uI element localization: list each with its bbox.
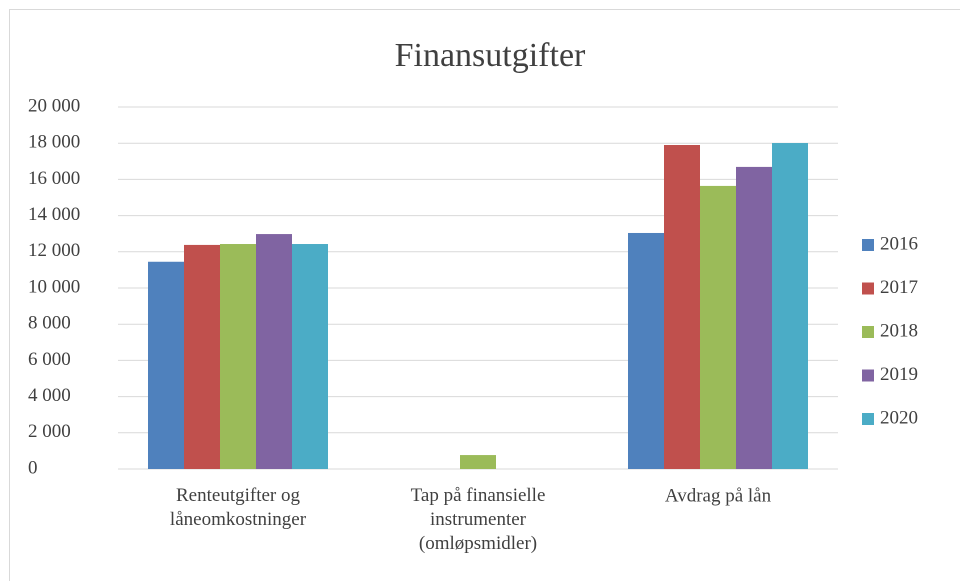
y-tick-label: 4 000 [28,385,71,406]
bar [220,244,256,469]
bar [628,232,664,469]
bar [736,166,772,469]
y-tick-label: 14 000 [28,204,80,225]
legend-swatch [862,326,874,338]
legend-swatch [862,369,874,382]
y-tick-label: 16 000 [28,168,80,189]
legend-label: 2018 [880,320,918,341]
legend-label: 2016 [880,233,918,254]
y-tick-label: 0 [28,457,38,478]
legend-swatch [862,413,874,425]
bar [772,143,808,470]
y-tick-label: 8 000 [28,313,71,334]
chart-title: Finansutgifter [395,37,586,74]
y-tick-label: 18 000 [28,132,80,153]
x-tick-label: Renteutgifter og låneomkostninger [170,485,307,530]
bar [184,244,220,469]
x-tick-label: Tap på finansielle instrumenter (omløpsmid… [411,485,546,554]
y-tick-label: 12 000 [28,240,80,261]
legend-swatch [862,282,874,295]
y-tick-label: 10 000 [28,276,80,297]
x-tick-label: Avdrag på lån [665,485,772,506]
y-tick-label: 6 000 [28,349,71,370]
bar [700,185,736,469]
bar [460,455,496,469]
y-tick-label: 20 000 [28,95,80,116]
bar [664,145,700,469]
legend-swatch [862,239,874,251]
legend-label: 2017 [880,277,918,298]
legend-label: 2019 [880,364,918,385]
legend-label: 2020 [880,407,918,428]
bar [148,261,184,469]
y-tick-label: 2 000 [28,421,71,442]
bar [256,234,292,469]
bar [292,244,328,469]
